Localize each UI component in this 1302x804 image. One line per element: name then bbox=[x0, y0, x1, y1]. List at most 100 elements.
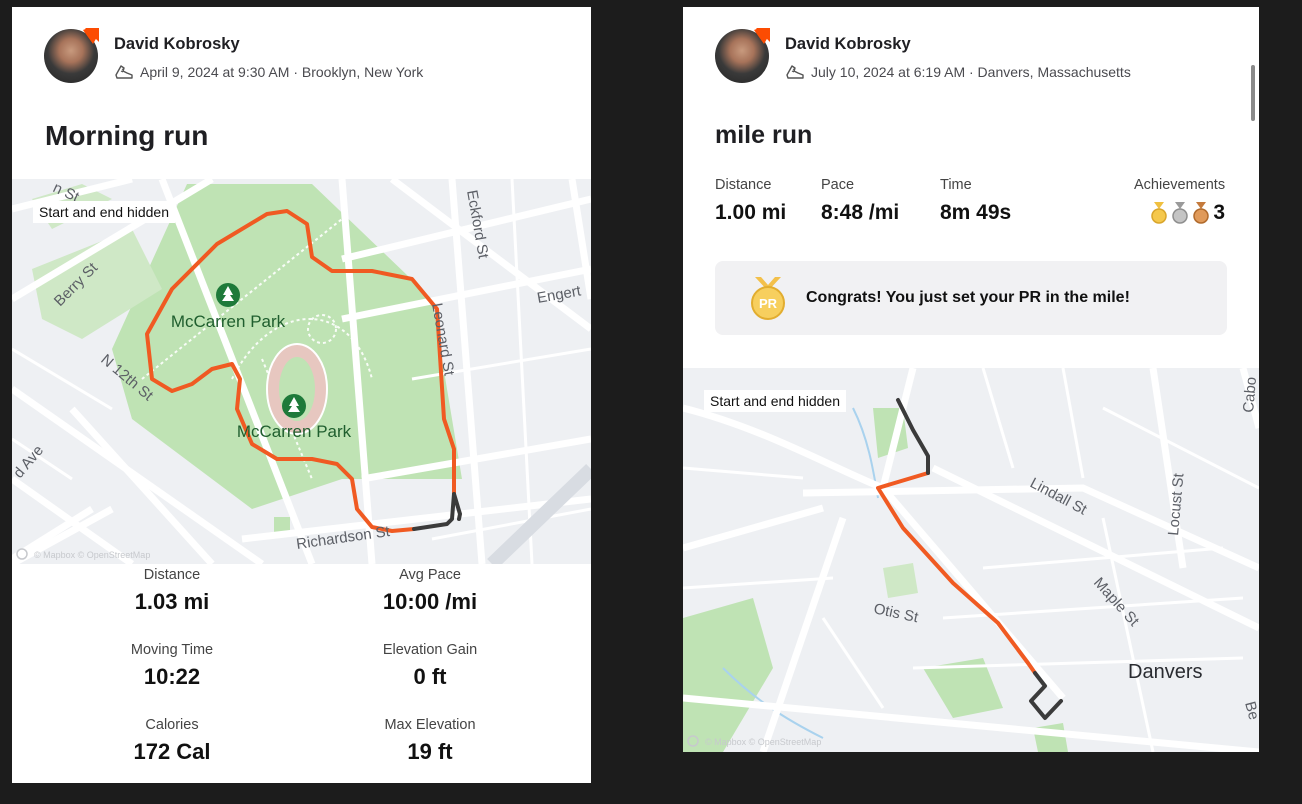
stat-label: Time bbox=[940, 177, 972, 193]
road bbox=[341, 195, 591, 263]
activity-meta: April 9, 2024 at 9:30 AM · Brooklyn, New… bbox=[114, 63, 423, 81]
road bbox=[448, 179, 486, 564]
shoe-icon bbox=[786, 65, 804, 79]
road bbox=[12, 179, 133, 213]
stat-label: Distance bbox=[715, 177, 772, 193]
shoe-icon bbox=[115, 65, 133, 79]
street-label: Be bbox=[1241, 700, 1259, 722]
mapbox-logo-icon bbox=[16, 548, 28, 560]
svg-text:PR: PR bbox=[759, 296, 778, 311]
stat-value: 19 ft bbox=[407, 739, 453, 764]
highway bbox=[487, 463, 591, 564]
stat-achievements[interactable]: Achievements 3 bbox=[1134, 177, 1225, 225]
hidden-route-line bbox=[896, 398, 1063, 720]
road bbox=[1101, 517, 1155, 752]
road bbox=[683, 404, 885, 492]
road bbox=[12, 347, 113, 411]
achievement-medals: 3 bbox=[1134, 201, 1225, 225]
route-map[interactable]: McCarren Park McCarren Park n St Berry S… bbox=[12, 179, 591, 564]
stat-value: 10:00 /mi bbox=[382, 589, 478, 614]
park-tree-icon bbox=[282, 394, 306, 418]
stat-value: 172 Cal bbox=[133, 739, 211, 764]
stat-time: Time 8m 49s bbox=[940, 177, 1011, 225]
start-end-hidden-tag: Start and end hidden bbox=[704, 390, 846, 412]
road bbox=[802, 484, 1259, 572]
road bbox=[1149, 368, 1187, 569]
avatar[interactable] bbox=[715, 28, 770, 83]
activity-title[interactable]: mile run bbox=[715, 121, 813, 149]
strava-badge-icon bbox=[754, 28, 770, 44]
stat-moving-time: Moving Time 10:22 bbox=[72, 642, 272, 690]
stat-value: 1.03 mi bbox=[134, 589, 210, 614]
road bbox=[879, 368, 917, 489]
road bbox=[338, 179, 376, 564]
scrollbar[interactable] bbox=[1251, 65, 1255, 121]
road bbox=[12, 505, 114, 564]
park-area bbox=[274, 517, 290, 533]
road bbox=[241, 495, 591, 543]
pr-medal-icon: PR bbox=[751, 277, 785, 320]
stat-max-elevation: Max Elevation 19 ft bbox=[330, 717, 530, 765]
road bbox=[389, 179, 591, 332]
mapbox-logo-icon bbox=[687, 735, 699, 747]
road bbox=[981, 368, 1015, 469]
road bbox=[1239, 368, 1259, 429]
map-attribution: © Mapbox © OpenStreetMap bbox=[705, 737, 821, 747]
stat-calories: Calories 172 Cal bbox=[72, 717, 272, 765]
road bbox=[683, 466, 804, 480]
stat-pace: Pace 8:48 /mi bbox=[821, 177, 899, 225]
map-attribution: © Mapbox © OpenStreetMap bbox=[34, 550, 150, 560]
park-path bbox=[231, 318, 373, 380]
stat-label: Pace bbox=[821, 177, 855, 193]
road bbox=[912, 656, 1244, 670]
achievement-count: 3 bbox=[1213, 201, 1226, 224]
stat-label: Achievements bbox=[1134, 177, 1226, 193]
stat-label: Elevation Gain bbox=[382, 642, 478, 658]
park-area bbox=[683, 598, 773, 752]
athlete-name[interactable]: David Kobrosky bbox=[114, 35, 240, 53]
road bbox=[1102, 406, 1259, 490]
route-line bbox=[145, 209, 456, 533]
street-label: Cabo bbox=[1240, 376, 1259, 413]
stat-avg-pace: Avg Pace 10:00 /mi bbox=[330, 567, 530, 615]
activity-date-location: April 9, 2024 at 9:30 AM · Brooklyn, New… bbox=[140, 64, 424, 80]
road bbox=[759, 516, 847, 752]
stat-elevation-gain: Elevation Gain 0 ft bbox=[330, 642, 530, 690]
park-area bbox=[923, 658, 1003, 718]
stat-label: Avg Pace bbox=[399, 567, 461, 583]
road bbox=[361, 435, 591, 483]
activity-card-mile-run: David Kobrosky July 10, 2024 at 6:19 AM … bbox=[683, 7, 1259, 752]
park-tree-icon bbox=[216, 283, 240, 307]
activity-meta: July 10, 2024 at 6:19 AM · Danvers, Mass… bbox=[785, 63, 1131, 81]
activity-title[interactable]: Morning run bbox=[45, 120, 209, 151]
silver-medal-icon bbox=[1172, 202, 1189, 224]
park-area bbox=[1033, 723, 1068, 752]
stat-value: 0 ft bbox=[413, 664, 447, 689]
road bbox=[982, 546, 1224, 570]
route-line bbox=[876, 471, 1037, 675]
pr-banner[interactable]: PR Congrats! You just set your PR in the… bbox=[715, 261, 1227, 335]
stat-value: 8:48 /mi bbox=[821, 201, 900, 224]
stat-label: Max Elevation bbox=[384, 717, 476, 733]
avatar[interactable] bbox=[44, 28, 99, 83]
activity-card-morning-run: David Kobrosky April 9, 2024 at 9:30 AM … bbox=[12, 7, 591, 783]
gold-medal-icon bbox=[1151, 202, 1168, 224]
park-path bbox=[307, 314, 337, 344]
stat-label: Calories bbox=[145, 717, 199, 733]
road bbox=[568, 179, 591, 300]
start-end-hidden-tag: Start and end hidden bbox=[33, 201, 175, 223]
stat-distance: Distance 1.00 mi bbox=[715, 177, 786, 225]
road bbox=[510, 179, 534, 564]
park-area bbox=[883, 563, 918, 598]
route-map[interactable]: Lindall St Locust St Maple St Otis St Ca… bbox=[683, 368, 1259, 752]
hidden-route-line bbox=[412, 492, 462, 531]
road bbox=[683, 504, 824, 552]
stat-distance: Distance 1.03 mi bbox=[72, 567, 272, 615]
road bbox=[69, 406, 215, 564]
park-label: McCarren Park bbox=[171, 312, 286, 331]
bronze-medal-icon bbox=[1193, 202, 1210, 224]
stat-label: Distance bbox=[143, 567, 201, 583]
athlete-name[interactable]: David Kobrosky bbox=[785, 35, 911, 53]
pr-message: Congrats! You just set your PR in the mi… bbox=[806, 289, 1130, 306]
road bbox=[683, 576, 834, 590]
